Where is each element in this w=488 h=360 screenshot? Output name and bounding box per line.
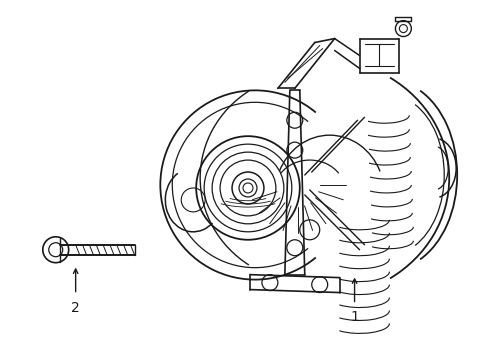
Text: 1: 1 [349, 310, 358, 324]
Text: 2: 2 [71, 301, 80, 315]
